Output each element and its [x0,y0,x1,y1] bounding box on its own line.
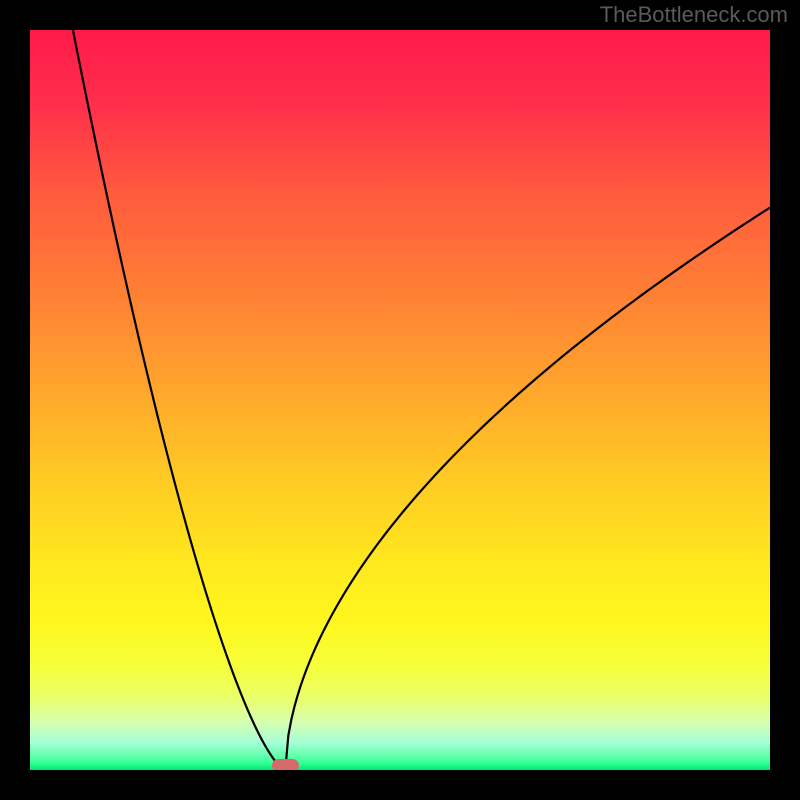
optimal-marker [272,759,299,770]
watermark-text: TheBottleneck.com [600,2,788,28]
bottleneck-curve [30,30,770,770]
plot-area [30,30,770,770]
